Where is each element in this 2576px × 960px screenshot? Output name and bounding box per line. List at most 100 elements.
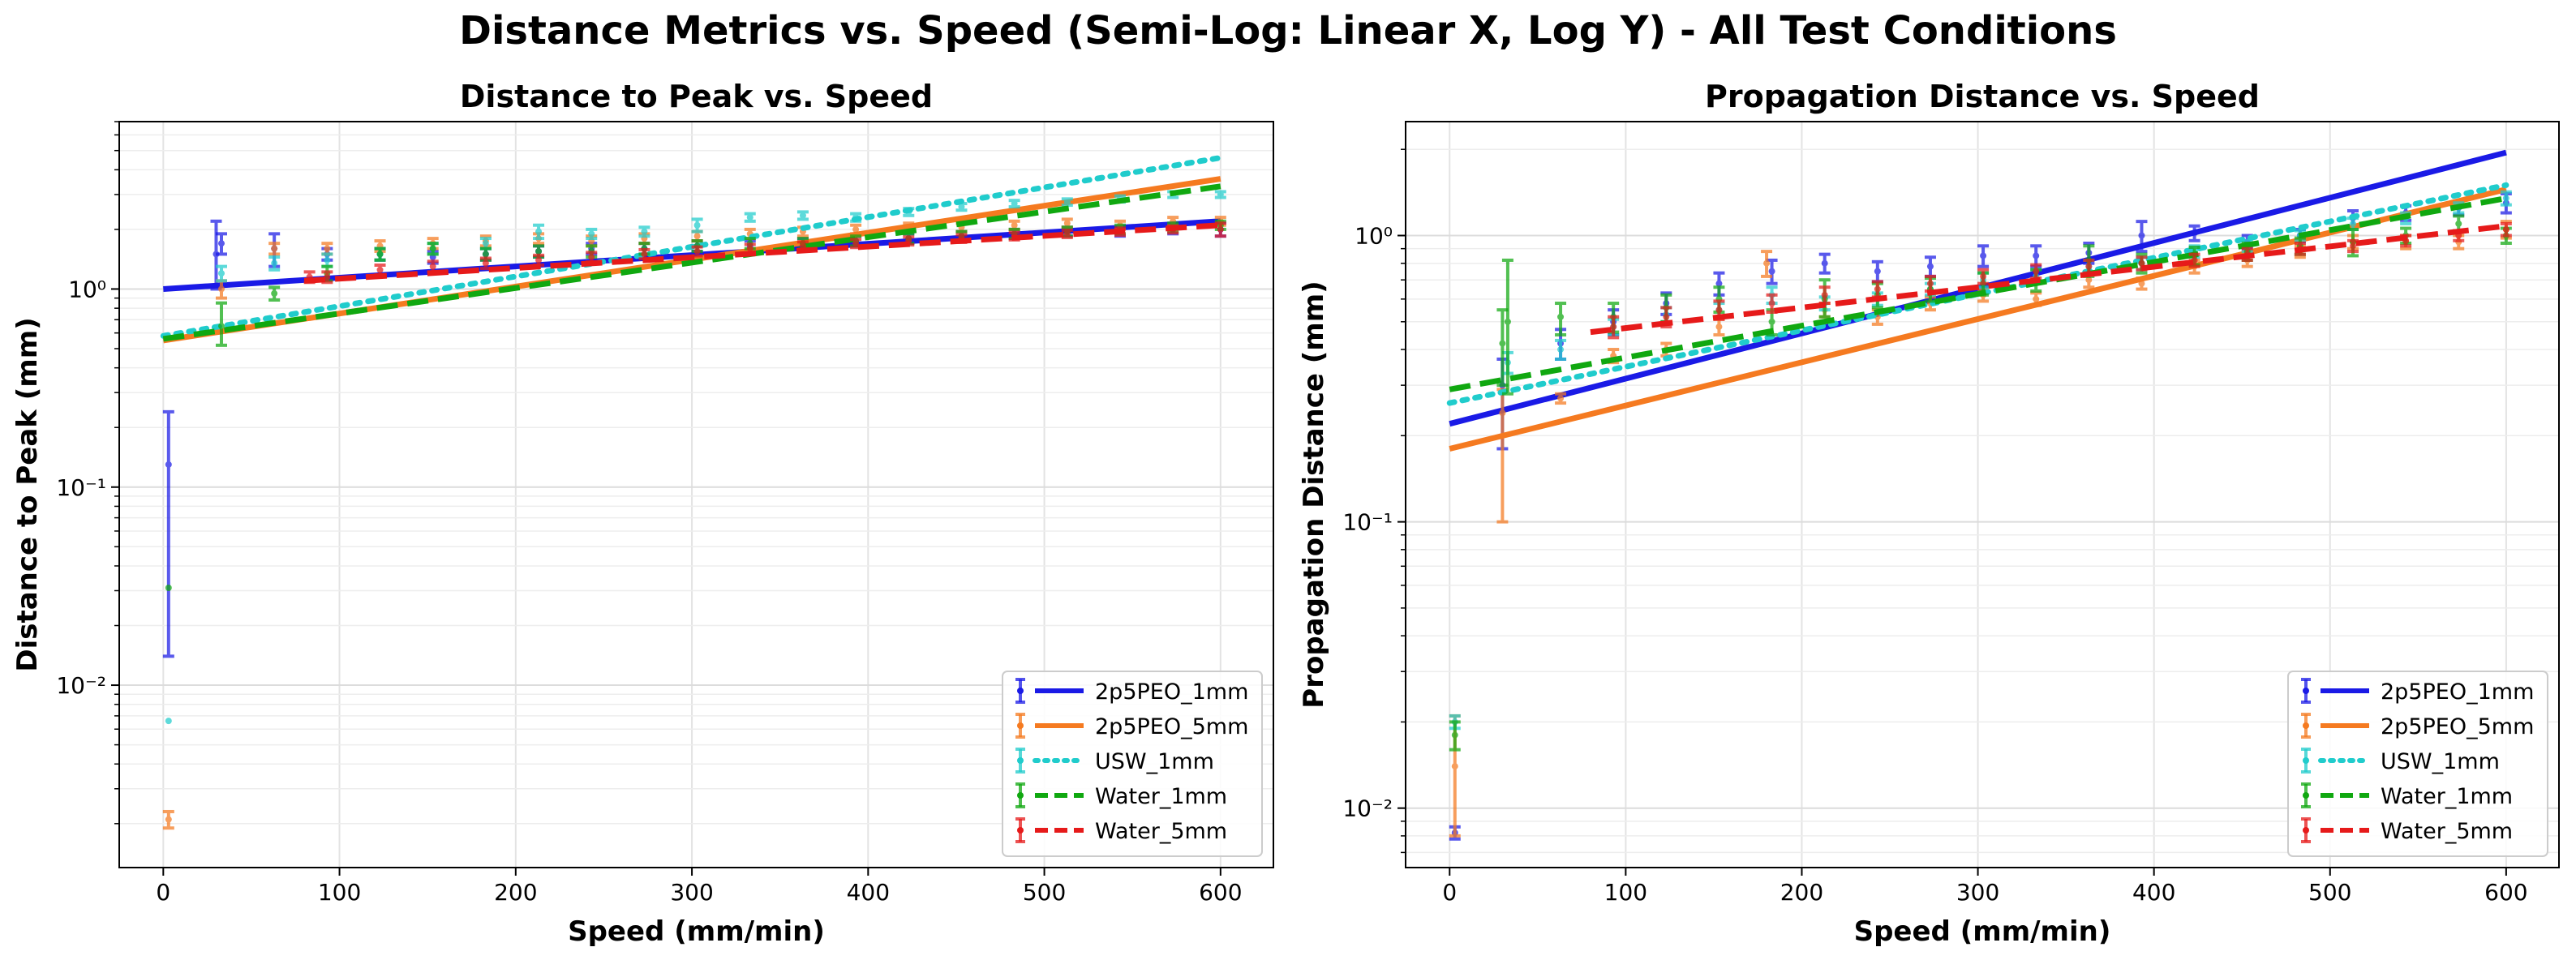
legend-item-2p5PEO_5mm: 2p5PEO_5mm: [2301, 713, 2534, 739]
marker: [1926, 263, 1934, 270]
marker: [693, 221, 701, 229]
marker: [2502, 226, 2509, 234]
data-point-USW_1mm: [903, 207, 915, 217]
marker: [1821, 291, 1828, 298]
marker: [1063, 230, 1071, 238]
marker: [641, 228, 648, 235]
data-point-Water_5mm: [533, 253, 545, 267]
data-point-USW_1mm: [955, 202, 968, 212]
marker: [165, 816, 172, 823]
data-point-Water_5mm: [2346, 238, 2359, 254]
marker: [165, 585, 172, 592]
data-point-Water_5mm: [1167, 224, 1179, 235]
data-point-USW_1mm: [1214, 190, 1226, 199]
marker: [1926, 280, 1934, 287]
marker: [324, 256, 331, 264]
legend-marker: [2303, 757, 2309, 764]
data-point-Water_5mm: [1008, 230, 1020, 242]
data-point-2p5PEO_1mm: [1818, 252, 1831, 275]
data-point-USW_1mm: [1008, 199, 1020, 209]
fit-line-Water_1mm: [162, 183, 1221, 342]
data-point-Water_1mm: [165, 585, 172, 592]
x-tick-label: 0: [156, 879, 170, 906]
data-point-Water_5mm: [1818, 285, 1831, 306]
marker: [852, 240, 860, 247]
data-point-USW_1mm: [744, 212, 756, 223]
legend-frame: [1002, 671, 1263, 857]
data-point-Water_5mm: [744, 242, 756, 255]
marker: [1557, 313, 1565, 320]
marker: [1874, 268, 1881, 275]
data-point-2p5PEO_5mm: [1761, 250, 1773, 278]
data-point-USW_1mm: [533, 223, 545, 241]
data-point-2p5PEO_1mm: [2136, 220, 2148, 254]
data-point-Water_5mm: [1608, 315, 1620, 340]
marker: [306, 273, 313, 281]
data-point-2p5PEO_5mm: [162, 809, 174, 830]
data-point-Water_5mm: [2136, 255, 2148, 272]
legend-label: Water_1mm: [2381, 784, 2513, 809]
marker: [1980, 252, 1987, 259]
data-point-2p5PEO_5mm: [850, 223, 862, 236]
x-tick-label: 300: [1956, 879, 1999, 906]
data-point-Water_5mm: [1924, 274, 1936, 293]
marker: [1217, 225, 1224, 233]
data-point-Water_5mm: [1114, 226, 1126, 238]
marker: [2349, 242, 2356, 250]
marker: [2191, 229, 2198, 237]
marker: [376, 266, 384, 273]
marker: [1451, 763, 1458, 770]
marker: [1217, 191, 1224, 198]
chart-title: Propagation Distance vs. Speed: [1705, 79, 2260, 114]
legend: 2p5PEO_1mm 2p5PEO_5mm USW_1mm Water_1mm Wate…: [1002, 671, 1263, 857]
data-point-2p5PEO_5mm: [2030, 291, 2042, 307]
legend-marker: [1017, 827, 1024, 834]
marker: [218, 270, 225, 277]
marker: [1557, 395, 1565, 402]
marker: [1011, 200, 1018, 208]
marker: [2138, 280, 2145, 287]
marker: [852, 225, 860, 233]
legend-marker: [2303, 827, 2309, 834]
legend-marker: [2303, 792, 2309, 799]
data-point-Water_5mm: [427, 259, 439, 274]
data-point-Water_5mm: [1214, 221, 1226, 238]
marker: [482, 240, 489, 247]
data-point-Water_5mm: [1660, 306, 1672, 329]
data-point-Water_5mm: [955, 233, 968, 244]
data-point-Water_5mm: [903, 235, 915, 247]
data-point-USW_1mm: [586, 227, 598, 241]
data-point-2p5PEO_5mm: [268, 242, 281, 256]
legend-item-2p5PEO_1mm: 2p5PEO_1mm: [1015, 678, 1248, 705]
marker: [2243, 251, 2251, 258]
legend-marker: [1017, 688, 1024, 694]
data-point-USW_1mm: [796, 210, 809, 221]
legend-marker: [1017, 722, 1024, 729]
marker: [1715, 280, 1723, 287]
legend-label: 2p5PEO_1mm: [1095, 679, 1248, 705]
marker: [535, 228, 543, 235]
legend-item-Water_5mm: Water_5mm: [1015, 817, 1227, 844]
marker: [2033, 268, 2040, 275]
marker: [429, 263, 436, 270]
data-point-USW_1mm: [850, 212, 862, 223]
marker: [1715, 306, 1723, 314]
legend-item-USW_1mm: USW_1mm: [1015, 748, 1214, 774]
legend-label: 2p5PEO_1mm: [2381, 679, 2534, 705]
marker: [2138, 232, 2145, 239]
marker: [1980, 272, 1987, 280]
x-tick-label: 100: [1604, 879, 1647, 906]
marker: [905, 208, 912, 216]
data-point-Water_5mm: [2400, 234, 2412, 248]
marker: [1451, 731, 1458, 739]
data-point-Water_5mm: [2241, 246, 2253, 262]
legend-label: USW_1mm: [2381, 749, 2500, 774]
marker: [1116, 228, 1123, 235]
legend-label: 2p5PEO_5mm: [1095, 714, 1248, 739]
marker: [1663, 313, 1670, 320]
marker: [271, 289, 278, 297]
chart-propagation-distance: 0 100 200 300 400 500 600 10⁻² 10⁻¹ 10⁰ Propagatio…: [1298, 79, 2560, 948]
marker: [2455, 220, 2462, 227]
marker: [958, 235, 965, 242]
legend-label: Water_1mm: [1095, 784, 1227, 809]
